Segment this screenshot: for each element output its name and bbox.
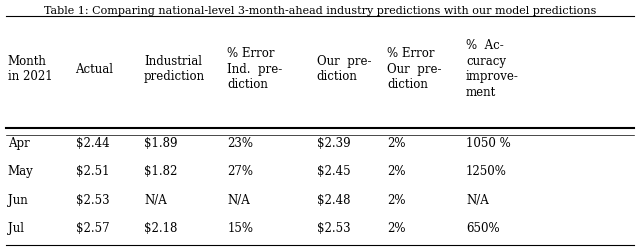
Text: 15%: 15% bbox=[227, 222, 253, 235]
Text: Our  pre-
diction: Our pre- diction bbox=[317, 55, 371, 83]
Text: Jun: Jun bbox=[8, 194, 28, 206]
Text: Actual: Actual bbox=[76, 63, 113, 76]
Text: $2.39: $2.39 bbox=[317, 137, 351, 150]
Text: Apr: Apr bbox=[8, 137, 29, 150]
Text: $1.89: $1.89 bbox=[144, 137, 177, 150]
Text: $2.57: $2.57 bbox=[76, 222, 109, 235]
Text: 2%: 2% bbox=[387, 137, 406, 150]
Text: 1250%: 1250% bbox=[466, 165, 507, 178]
Text: 27%: 27% bbox=[227, 165, 253, 178]
Text: $2.44: $2.44 bbox=[76, 137, 109, 150]
Text: $2.53: $2.53 bbox=[76, 194, 109, 206]
Text: 650%: 650% bbox=[466, 222, 500, 235]
Text: Month
in 2021: Month in 2021 bbox=[8, 55, 52, 83]
Text: 23%: 23% bbox=[227, 137, 253, 150]
Text: N/A: N/A bbox=[144, 194, 167, 206]
Text: $2.45: $2.45 bbox=[317, 165, 351, 178]
Text: $2.53: $2.53 bbox=[317, 222, 351, 235]
Text: 1050 %: 1050 % bbox=[466, 137, 511, 150]
Text: 2%: 2% bbox=[387, 165, 406, 178]
Text: % Error
Ind.  pre-
diction: % Error Ind. pre- diction bbox=[227, 47, 282, 91]
Text: Jul: Jul bbox=[8, 222, 24, 235]
Text: Table 1: Comparing national-level 3-month-ahead industry predictions with our mo: Table 1: Comparing national-level 3-mont… bbox=[44, 6, 596, 16]
Text: $2.18: $2.18 bbox=[144, 222, 177, 235]
Text: 2%: 2% bbox=[387, 222, 406, 235]
Text: N/A: N/A bbox=[466, 194, 489, 206]
Text: $1.82: $1.82 bbox=[144, 165, 177, 178]
Text: 2%: 2% bbox=[387, 194, 406, 206]
Text: % Error
Our  pre-
diction: % Error Our pre- diction bbox=[387, 47, 442, 91]
Text: N/A: N/A bbox=[227, 194, 250, 206]
Text: %  Ac-
curacy
improve-
ment: % Ac- curacy improve- ment bbox=[466, 40, 519, 99]
Text: $2.51: $2.51 bbox=[76, 165, 109, 178]
Text: May: May bbox=[8, 165, 33, 178]
Text: Industrial
prediction: Industrial prediction bbox=[144, 55, 205, 83]
Text: $2.48: $2.48 bbox=[317, 194, 350, 206]
